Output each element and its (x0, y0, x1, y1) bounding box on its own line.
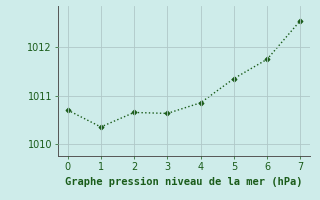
X-axis label: Graphe pression niveau de la mer (hPa): Graphe pression niveau de la mer (hPa) (65, 177, 303, 187)
